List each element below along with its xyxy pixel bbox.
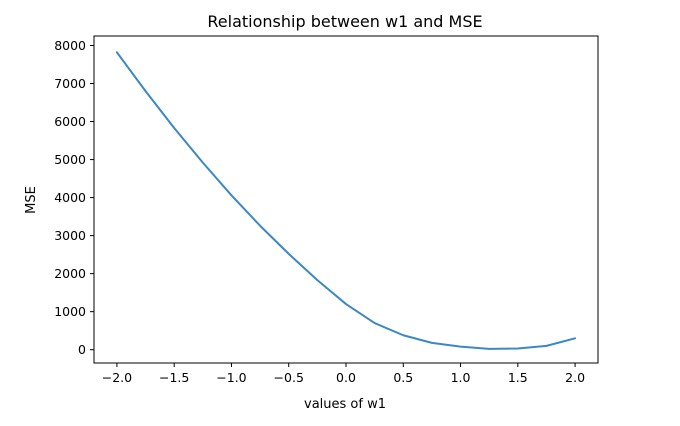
x-tick-label: 0.0 (336, 370, 356, 385)
x-tick-label: 0.5 (393, 370, 413, 385)
x-tick-label: −1.0 (216, 370, 246, 385)
y-tick-label: 3000 (54, 228, 86, 243)
x-tick-label: −2.0 (102, 370, 132, 385)
x-tick-label: −0.5 (274, 370, 304, 385)
x-axis: −2.0 −1.5 −1.0 −0.5 0.0 0.5 1.0 1.5 2.0 (102, 363, 585, 385)
data-layer (115, 51, 577, 350)
plot-frame (93, 35, 599, 364)
y-tick-label: 8000 (54, 38, 86, 53)
y-tick-label: 1000 (54, 304, 86, 319)
y-axis: 0 1000 2000 3000 4000 5000 6000 7000 8000 (54, 38, 94, 357)
x-tick-label: 1.0 (451, 370, 471, 385)
y-tick-label: 0 (78, 342, 86, 357)
x-tick-label: 2.0 (565, 370, 585, 385)
y-tick-label: 2000 (54, 266, 86, 281)
chart-title: Relationship between w1 and MSE (207, 12, 482, 31)
x-tick-label: −1.5 (159, 370, 189, 385)
series-line (115, 51, 577, 350)
y-tick-label: 4000 (54, 190, 86, 205)
y-axis-label: MSE (24, 186, 39, 214)
plot-area (93, 35, 599, 364)
y-tick-label: 7000 (54, 76, 86, 91)
x-tick-label: 1.5 (508, 370, 528, 385)
x-axis-label: values of w1 (304, 397, 386, 412)
y-tick-label: 6000 (54, 114, 86, 129)
y-tick-label: 5000 (54, 152, 86, 167)
